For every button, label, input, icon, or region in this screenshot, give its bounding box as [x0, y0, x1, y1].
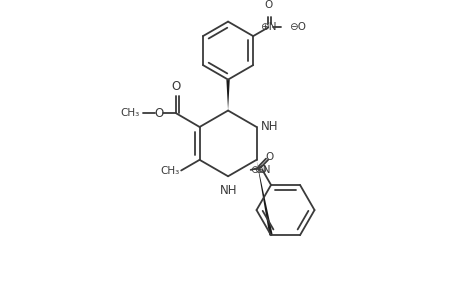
Text: O: O [263, 0, 272, 10]
Text: CH₃: CH₃ [160, 167, 179, 176]
Text: CH₃: CH₃ [120, 108, 140, 118]
Text: ⊖O: ⊖O [249, 165, 266, 175]
Polygon shape [226, 80, 229, 110]
Text: ⊕N: ⊕N [253, 165, 270, 175]
Text: NH: NH [261, 119, 278, 133]
Polygon shape [256, 160, 272, 236]
Text: NH: NH [220, 184, 237, 197]
Text: O: O [154, 107, 163, 120]
Text: ⊖O: ⊖O [288, 22, 305, 32]
Text: O: O [171, 80, 181, 93]
Text: O: O [265, 152, 273, 162]
Text: ⊕N: ⊕N [259, 22, 276, 32]
